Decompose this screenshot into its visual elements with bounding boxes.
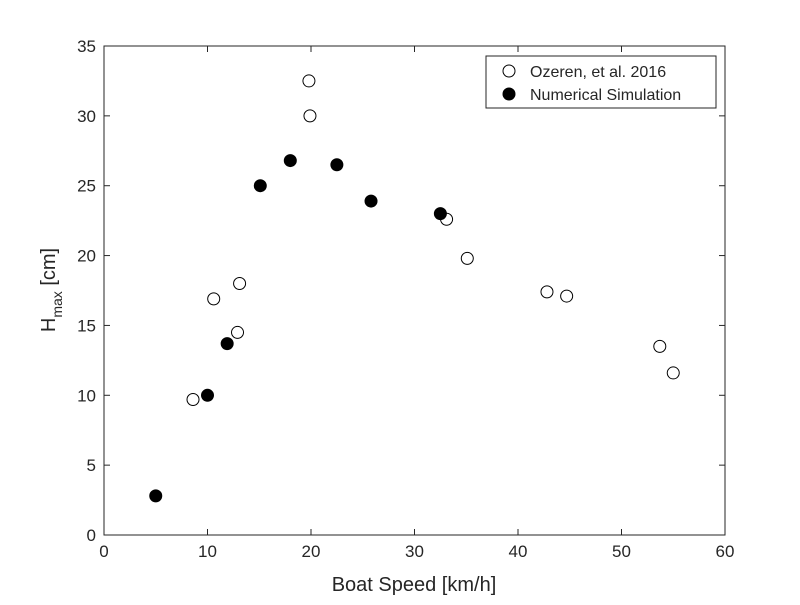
- x-tick-label: 50: [612, 542, 631, 561]
- y-tick-label: 5: [87, 456, 96, 475]
- axes: 0 10 20 30 40 50 60 0 5 10 15 20 25 30 35: [77, 37, 734, 561]
- y-tick-label: 30: [77, 107, 96, 126]
- data-point-ozeren-2016: [653, 339, 667, 353]
- data-point-numerical-simulation: [253, 179, 267, 193]
- y-tick-label: 0: [87, 526, 96, 545]
- x-tick-label: 0: [99, 542, 108, 561]
- x-tick-label: 60: [716, 542, 735, 561]
- legend: Ozeren, et al. 2016 Numerical Simulation: [485, 55, 717, 109]
- y-axis-label-suffix: [cm]: [38, 248, 60, 291]
- data-point-numerical-simulation: [433, 207, 447, 221]
- data-point-ozeren-2016: [303, 109, 317, 123]
- legend-label-ozeren-2016: Ozeren, et al. 2016: [530, 64, 666, 81]
- data-point-ozeren-2016: [460, 251, 474, 265]
- data-points: [149, 74, 680, 503]
- y-tick-label: 10: [77, 386, 96, 405]
- x-tick-label: 10: [198, 542, 217, 561]
- x-tick-label: 30: [405, 542, 424, 561]
- data-point-numerical-simulation: [220, 337, 234, 351]
- y-tick-label: 20: [77, 247, 96, 266]
- data-point-numerical-simulation: [201, 388, 214, 402]
- legend-box: [485, 55, 717, 109]
- data-point-numerical-simulation: [283, 154, 297, 168]
- legend-marker-numerical-simulation: [502, 87, 516, 101]
- data-point-numerical-simulation: [364, 194, 378, 208]
- data-point-ozeren-2016: [302, 74, 316, 88]
- x-tick-label: 40: [509, 542, 528, 561]
- x-tick-label: 20: [302, 542, 321, 561]
- legend-marker-ozeren-2016: [502, 64, 516, 78]
- y-tick-label: 25: [77, 177, 96, 196]
- data-point-ozeren-2016: [233, 277, 247, 291]
- data-point-ozeren-2016: [186, 392, 200, 406]
- data-point-ozeren-2016: [207, 292, 221, 306]
- y-tick-label: 15: [77, 316, 96, 335]
- data-point-ozeren-2016: [560, 289, 574, 303]
- data-point-numerical-simulation: [149, 489, 163, 503]
- y-axis-label: Hmax [cm]: [38, 248, 65, 332]
- data-point-ozeren-2016: [666, 366, 680, 380]
- plot-area-frame: [103, 45, 726, 536]
- x-axis-label: Boat Speed [km/h]: [332, 574, 497, 596]
- y-axis-label-main: H: [38, 318, 60, 332]
- data-point-ozeren-2016: [231, 325, 245, 339]
- legend-label-numerical-simulation: Numerical Simulation: [530, 87, 681, 104]
- y-axis-label-sub: max: [49, 291, 65, 317]
- data-point-ozeren-2016: [540, 285, 554, 299]
- data-point-numerical-simulation: [330, 158, 344, 172]
- y-tick-label: 35: [77, 37, 96, 56]
